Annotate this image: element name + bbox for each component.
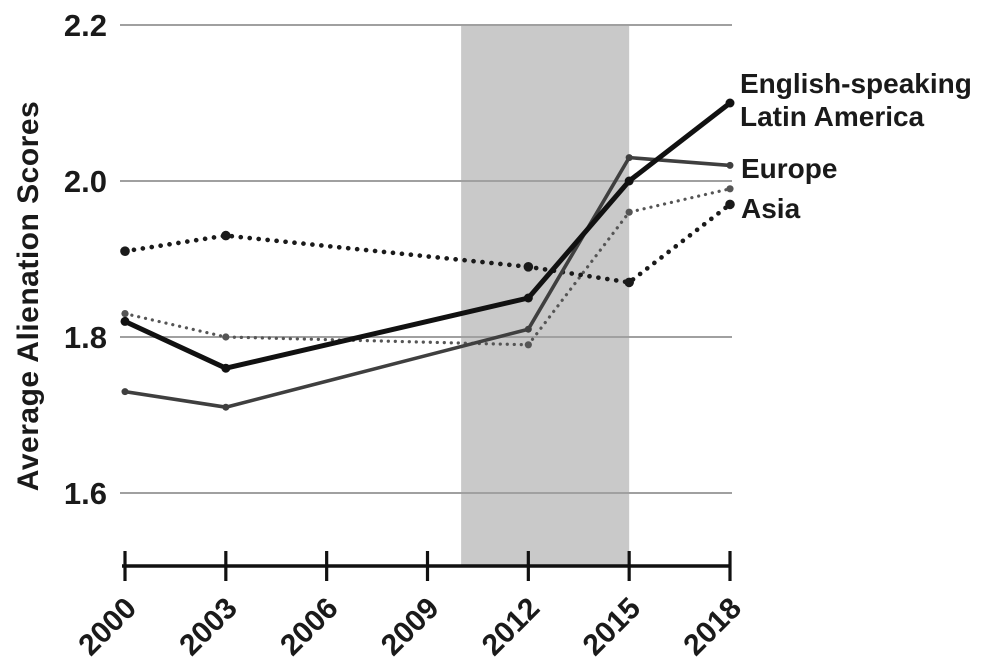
- series-label-asia: Asia: [741, 193, 801, 224]
- series-line-europe: [123, 155, 732, 410]
- data-point-asia: [725, 199, 735, 210]
- x-tick-label: 2000: [72, 592, 143, 663]
- series-label-latin-america: Latin America: [740, 101, 925, 132]
- data-point-english-speaking: [221, 363, 231, 373]
- data-point-english-speaking: [523, 293, 533, 303]
- data-point-latin-america: [726, 185, 734, 193]
- series-line-asia: [122, 202, 733, 285]
- data-point-europe: [625, 154, 633, 162]
- x-tick-label: 2003: [173, 592, 244, 663]
- shaded-band: [461, 26, 630, 566]
- data-point-europe: [121, 388, 129, 396]
- data-point-asia: [120, 246, 130, 256]
- x-tick-label: 2006: [274, 592, 345, 663]
- x-tick-label: 2018: [677, 592, 748, 663]
- data-point-europe: [726, 161, 734, 169]
- data-point-english-speaking: [725, 98, 735, 108]
- y-tick-label: 2.0: [64, 164, 107, 199]
- data-point-english-speaking: [624, 176, 634, 186]
- y-tick-label: 2.2: [64, 8, 107, 43]
- series-label-english-speaking: English-speaking: [740, 68, 972, 99]
- x-tick-label: 2009: [375, 592, 446, 663]
- data-point-europe: [222, 403, 230, 411]
- x-tick-label: 2015: [577, 592, 648, 663]
- data-point-latin-america: [524, 341, 532, 349]
- data-point-latin-america: [222, 333, 230, 341]
- data-point-asia: [221, 230, 231, 241]
- y-tick-label: 1.6: [64, 476, 107, 511]
- y-axis-title: Average Alienation Scores: [12, 100, 45, 492]
- x-tick-label: 2012: [476, 592, 547, 663]
- y-tick-label: 1.8: [64, 320, 107, 355]
- data-point-english-speaking: [120, 316, 130, 326]
- data-point-europe: [524, 325, 532, 333]
- data-point-asia: [523, 262, 534, 272]
- data-point-latin-america: [625, 208, 633, 216]
- data-point-asia: [624, 277, 634, 288]
- series-line-english-speaking: [122, 100, 733, 371]
- data-point-latin-america: [121, 310, 129, 318]
- series-label-europe: Europe: [741, 153, 838, 184]
